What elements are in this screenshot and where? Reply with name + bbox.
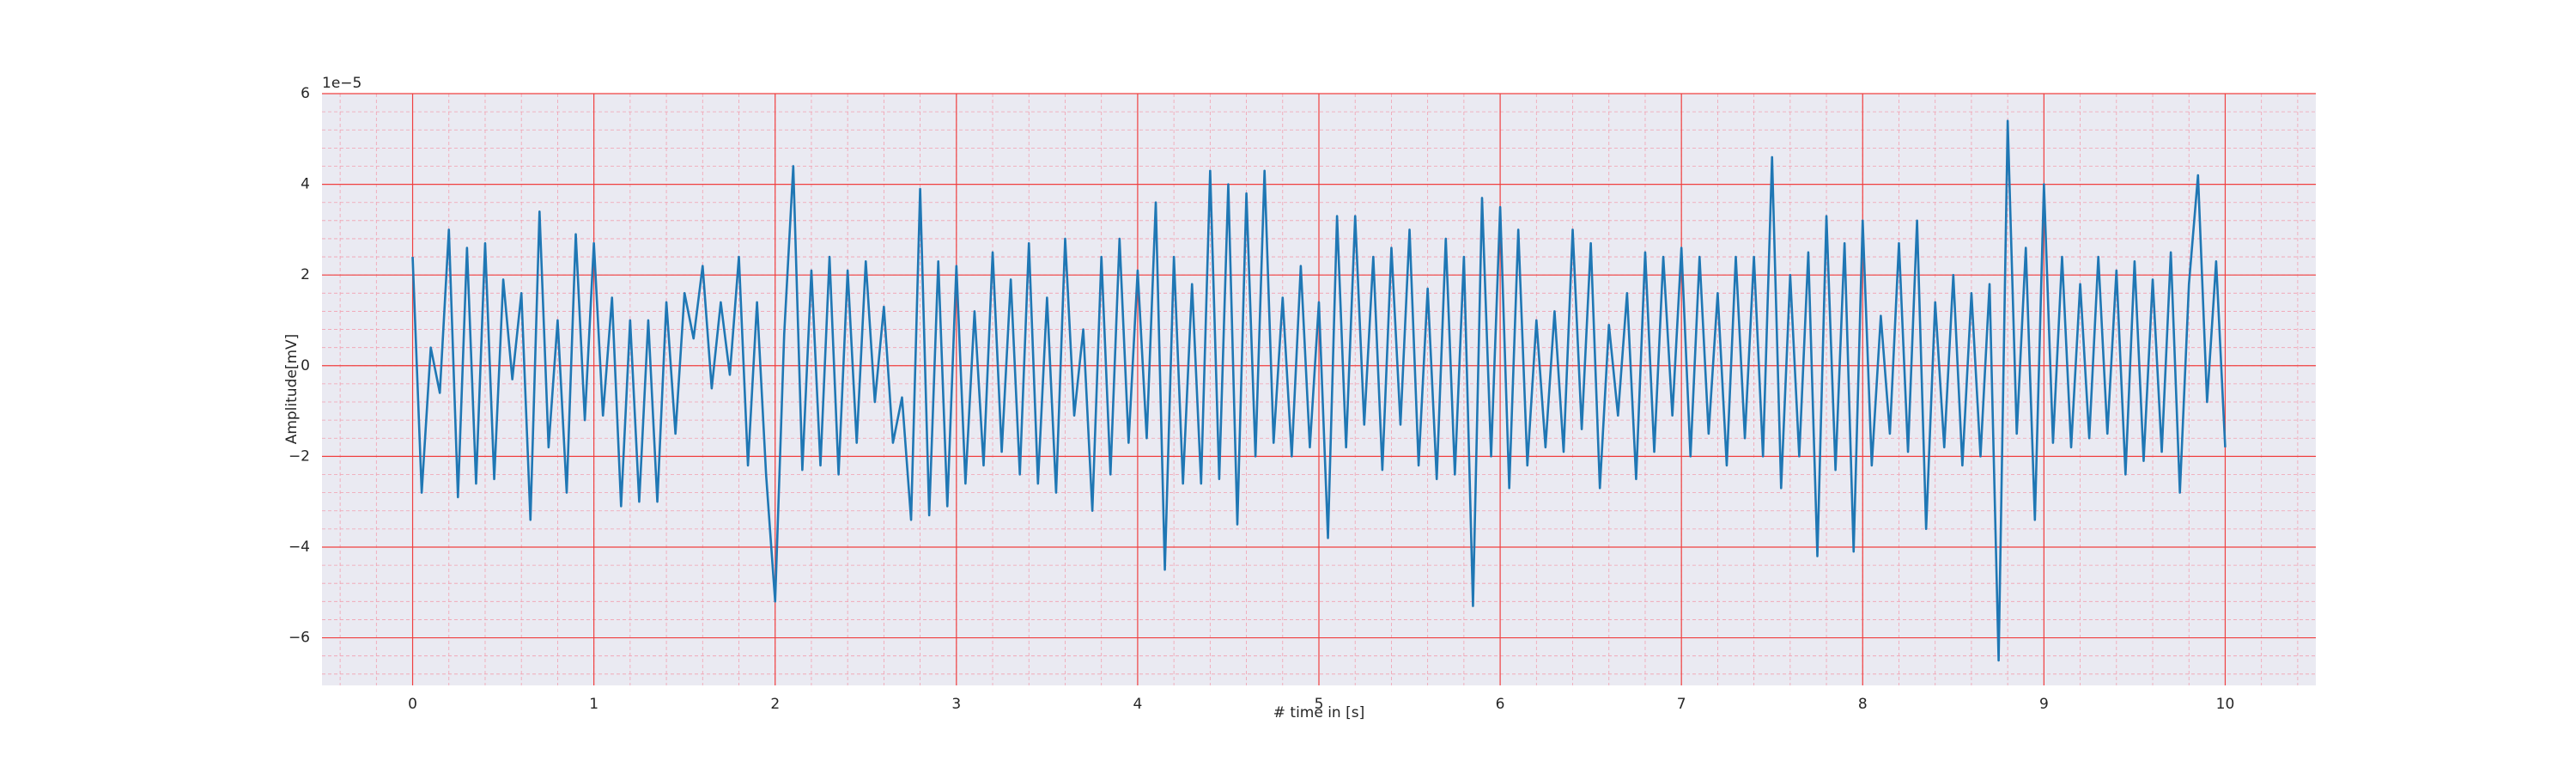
y-tick-label: −2 (289, 447, 310, 465)
x-tick-label: 2 (770, 696, 780, 713)
offset-label: 1e−5 (322, 75, 361, 92)
y-tick-label: −6 (289, 630, 310, 647)
x-tick-label: 7 (1677, 696, 1686, 713)
x-tick-label: 0 (408, 696, 417, 713)
x-tick-label: 3 (951, 696, 961, 713)
y-tick-label: 6 (301, 85, 310, 102)
grid (322, 93, 2316, 685)
y-tick-label: 0 (301, 357, 310, 374)
y-tick-label: 2 (301, 266, 310, 283)
y-tick-label: −4 (289, 539, 310, 556)
x-tick-label: 5 (1315, 696, 1324, 713)
x-tick-label: 6 (1496, 696, 1505, 713)
x-tick-label: 10 (2216, 696, 2235, 713)
x-tick-label: 4 (1133, 696, 1142, 713)
x-axis-label: # time in [s] (1273, 704, 1364, 721)
x-tick-label: 1 (589, 696, 598, 713)
plot-layer (411, 119, 2227, 662)
y-tick-label: 4 (301, 176, 310, 193)
signal-line (411, 119, 2227, 662)
y-axis-label: Amplitude[mV] (283, 334, 301, 445)
x-tick-label: 9 (2039, 696, 2049, 713)
x-tick-label: 8 (1858, 696, 1868, 713)
